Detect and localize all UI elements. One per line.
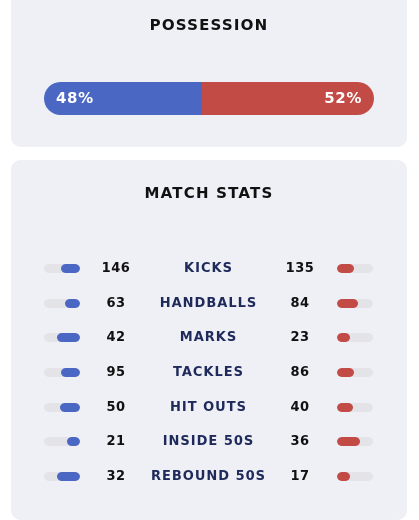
away-stat-bar-fill — [337, 437, 360, 446]
stat-row: 95 TACKLES 86 — [11, 364, 407, 384]
possession-away-segment: 52% — [202, 82, 374, 115]
home-stat-bar — [44, 333, 80, 342]
possession-card: POSSESSION 48% 52% — [11, 0, 407, 147]
home-stat-bar — [44, 264, 80, 273]
away-stat-bar — [337, 333, 373, 342]
home-stat-value: 21 — [106, 434, 126, 449]
stat-label: HIT OUTS — [170, 400, 247, 415]
home-stat-bar-fill — [61, 264, 80, 273]
home-stat-bar — [44, 299, 80, 308]
home-stat-bar-fill — [59, 403, 80, 412]
stat-row: 32 REBOUND 50S 17 — [11, 468, 407, 488]
stat-row: 63 HANDBALLS 84 — [11, 295, 407, 315]
home-stat-bar — [44, 368, 80, 377]
home-stat-value: 146 — [101, 261, 131, 276]
away-stat-value: 23 — [290, 330, 310, 345]
home-stat-value: 32 — [106, 469, 126, 484]
away-stat-value: 36 — [290, 434, 310, 449]
home-stat-bar-fill — [61, 368, 80, 377]
away-stat-bar-fill — [337, 403, 353, 412]
away-stat-bar-fill — [337, 472, 350, 481]
stat-label: MARKS — [179, 330, 238, 345]
away-stat-bar — [337, 437, 373, 446]
home-stat-bar — [44, 472, 80, 481]
away-stat-bar-fill — [337, 368, 355, 377]
stat-row: 50 HIT OUTS 40 — [11, 399, 407, 419]
home-stat-bar-fill — [64, 299, 80, 308]
away-stat-value: 40 — [290, 400, 310, 415]
possession-home-percent: 48% — [56, 89, 94, 107]
home-stat-value: 50 — [106, 400, 126, 415]
stat-label: TACKLES — [172, 365, 245, 380]
away-stat-bar — [337, 368, 373, 377]
away-stat-value: 84 — [290, 296, 310, 311]
possession-home-segment: 48% — [44, 82, 203, 115]
away-stat-bar — [337, 264, 373, 273]
stat-label: KICKS — [184, 261, 233, 276]
home-stat-value: 63 — [106, 296, 126, 311]
stat-label: HANDBALLS — [159, 296, 258, 311]
away-stat-value: 86 — [290, 365, 310, 380]
home-stat-bar-fill — [66, 437, 80, 446]
home-stat-value: 95 — [106, 365, 126, 380]
away-stat-bar — [337, 472, 373, 481]
match-stats-card: MATCH STATS 146 KICKS 135 63 HANDBALLS 84 42 MA… — [11, 160, 407, 520]
home-stat-bar — [44, 403, 80, 412]
away-stat-bar-fill — [337, 299, 358, 308]
home-stat-bar-fill — [56, 472, 80, 481]
away-stat-value: 135 — [285, 261, 315, 276]
possession-title: POSSESSION — [149, 16, 269, 34]
away-stat-bar — [337, 403, 373, 412]
away-stat-value: 17 — [290, 469, 310, 484]
possession-bar: 48% 52% — [44, 82, 374, 115]
stat-row: 21 INSIDE 50S 36 — [11, 433, 407, 453]
home-stat-value: 42 — [106, 330, 126, 345]
stat-row: 42 MARKS 23 — [11, 329, 407, 349]
stat-row: 146 KICKS 135 — [11, 260, 407, 280]
away-stat-bar — [337, 299, 373, 308]
match-stats-title: MATCH STATS — [144, 184, 274, 202]
home-stat-bar-fill — [56, 333, 80, 342]
possession-away-percent: 52% — [324, 89, 362, 107]
away-stat-bar-fill — [337, 264, 355, 273]
home-stat-bar — [44, 437, 80, 446]
stat-label: REBOUND 50S — [150, 469, 267, 484]
stat-label: INSIDE 50S — [162, 434, 255, 449]
away-stat-bar-fill — [337, 333, 350, 342]
